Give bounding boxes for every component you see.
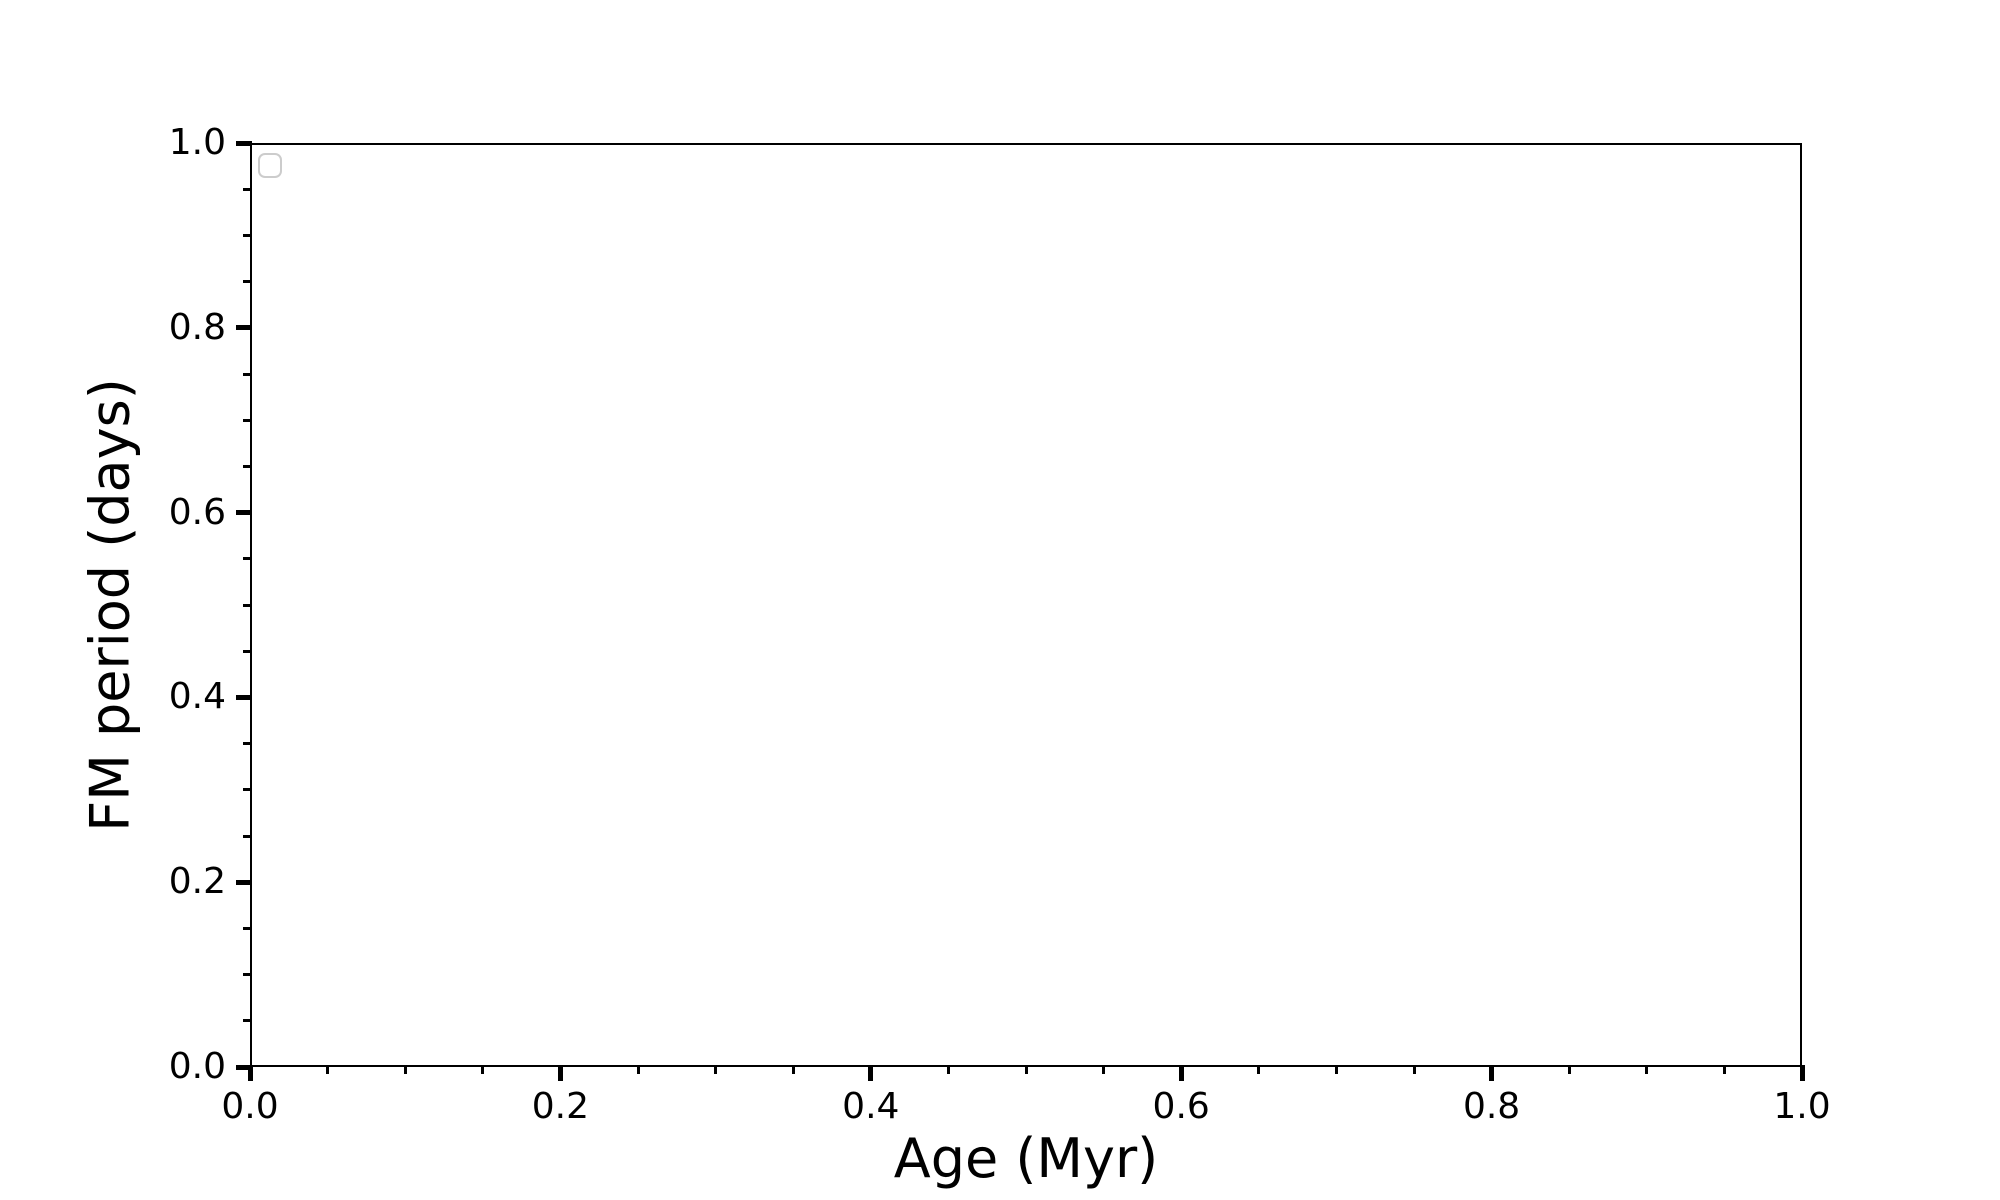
x-major-tick bbox=[1178, 1065, 1184, 1081]
y-minor-tick bbox=[243, 788, 252, 792]
y-major-tick bbox=[236, 1064, 252, 1070]
y-minor-tick bbox=[243, 649, 252, 653]
x-major-tick bbox=[1489, 1065, 1495, 1081]
x-axis-label: Age (Myr) bbox=[893, 1127, 1159, 1190]
x-tick-label: 0.8 bbox=[1462, 1086, 1521, 1127]
x-major-tick bbox=[1799, 1065, 1805, 1081]
x-minor-tick bbox=[1024, 1065, 1028, 1074]
y-minor-tick bbox=[243, 372, 252, 376]
y-minor-tick bbox=[243, 834, 252, 838]
y-tick-label: 0.2 bbox=[168, 861, 226, 903]
y-minor-tick bbox=[243, 926, 252, 930]
x-minor-tick bbox=[1102, 1065, 1106, 1074]
plot-area: 0.0 0.2 0.4 0.6 0.8 1.0 0.0 0.2 0.4 0.6 0.8 1.0 bbox=[169, 125, 1831, 1125]
x-tick-label: 0.2 bbox=[531, 1086, 590, 1127]
y-minor-tick bbox=[243, 233, 252, 237]
x-minor-tick bbox=[1412, 1065, 1416, 1074]
x-minor-tick bbox=[1257, 1065, 1261, 1074]
y-major-tick bbox=[236, 325, 252, 331]
x-minor-tick bbox=[1722, 1065, 1726, 1074]
y-tick-label: 0.8 bbox=[168, 306, 226, 348]
x-tick-label: 0.6 bbox=[1152, 1086, 1210, 1127]
x-tick-label: 1.0 bbox=[1773, 1086, 1831, 1127]
y-minor-tick bbox=[243, 464, 252, 468]
y-minor-tick bbox=[243, 742, 252, 746]
x-major-tick bbox=[247, 1065, 253, 1081]
y-axis-label: FM period (days) bbox=[78, 378, 142, 832]
x-tick-label: 0.0 bbox=[221, 1086, 279, 1127]
y-tick-label: 1.0 bbox=[168, 122, 226, 163]
x-minor-tick bbox=[946, 1065, 950, 1074]
y-major-tick bbox=[236, 140, 252, 146]
x-minor-tick bbox=[1645, 1065, 1649, 1074]
y-minor-tick bbox=[243, 1019, 252, 1023]
x-tick-label: 0.4 bbox=[842, 1086, 900, 1127]
y-tick-label: 0.0 bbox=[168, 1046, 226, 1087]
x-minor-tick bbox=[481, 1065, 485, 1074]
x-minor-tick bbox=[403, 1065, 407, 1074]
y-minor-tick bbox=[243, 187, 252, 191]
x-major-tick bbox=[868, 1065, 874, 1081]
y-minor-tick bbox=[243, 603, 252, 607]
y-minor-tick bbox=[243, 973, 252, 977]
y-minor-tick bbox=[243, 557, 252, 561]
legend-box bbox=[258, 153, 282, 178]
x-minor-tick bbox=[636, 1065, 640, 1074]
y-major-tick bbox=[236, 694, 252, 700]
y-tick-label: 0.4 bbox=[168, 676, 226, 718]
x-minor-tick bbox=[1567, 1065, 1571, 1074]
y-minor-tick bbox=[243, 418, 252, 422]
y-tick-label: 0.6 bbox=[168, 491, 226, 533]
x-minor-tick bbox=[714, 1065, 718, 1074]
y-major-tick bbox=[236, 879, 252, 885]
x-minor-tick bbox=[791, 1065, 795, 1074]
y-minor-tick bbox=[243, 280, 252, 284]
x-minor-tick bbox=[1334, 1065, 1338, 1074]
x-major-tick bbox=[557, 1065, 563, 1081]
y-major-tick bbox=[236, 510, 252, 516]
x-minor-tick bbox=[326, 1065, 330, 1074]
